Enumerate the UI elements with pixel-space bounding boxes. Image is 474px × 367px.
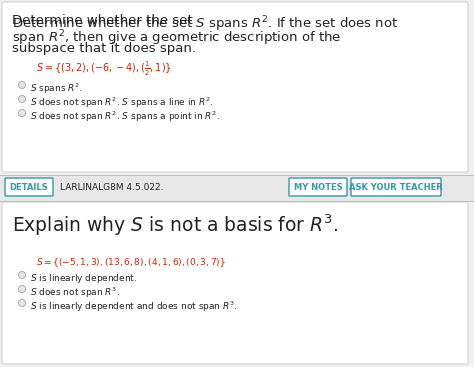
FancyBboxPatch shape xyxy=(351,178,441,196)
Text: span $R^2$, then give a geometric description of the: span $R^2$, then give a geometric descri… xyxy=(12,28,341,48)
Circle shape xyxy=(18,299,26,306)
Text: $S$ is linearly dependent.: $S$ is linearly dependent. xyxy=(30,272,137,285)
Circle shape xyxy=(18,81,26,88)
Text: ASK YOUR TEACHER: ASK YOUR TEACHER xyxy=(349,182,443,192)
Circle shape xyxy=(18,272,26,279)
Circle shape xyxy=(18,109,26,116)
Text: $S$ does not span $R^3$.: $S$ does not span $R^3$. xyxy=(30,286,120,301)
Text: LARLINALG8M 4.5.022.: LARLINALG8M 4.5.022. xyxy=(60,182,164,192)
Text: $S$ is linearly dependent and does not span $R^3$.: $S$ is linearly dependent and does not s… xyxy=(30,300,237,315)
FancyBboxPatch shape xyxy=(5,178,53,196)
Circle shape xyxy=(18,95,26,102)
Text: subspace that it does span.: subspace that it does span. xyxy=(12,42,196,55)
FancyBboxPatch shape xyxy=(0,175,474,201)
Text: MY NOTES: MY NOTES xyxy=(294,182,342,192)
Text: $S$ does not span $R^2$. $S$ spans a point in $R^2$.: $S$ does not span $R^2$. $S$ spans a poi… xyxy=(30,110,220,124)
Text: $S = \{(-5, 1, 3), (13, 6, 8), (4, 1, 6), (0, 3, 7)\}$: $S = \{(-5, 1, 3), (13, 6, 8), (4, 1, 6)… xyxy=(36,256,226,269)
Circle shape xyxy=(18,286,26,292)
FancyBboxPatch shape xyxy=(289,178,347,196)
Text: Determine whether the set: Determine whether the set xyxy=(12,14,197,27)
Text: DETAILS: DETAILS xyxy=(9,182,48,192)
Text: Explain why $S$ is not a basis for $R^3$.: Explain why $S$ is not a basis for $R^3$… xyxy=(12,212,339,237)
Text: $S = \{(3, 2), (-6, -4), (\frac{1}{2}, 1)\}$: $S = \{(3, 2), (-6, -4), (\frac{1}{2}, 1… xyxy=(36,60,172,78)
Text: $S$ does not span $R^2$. $S$ spans a line in $R^2$.: $S$ does not span $R^2$. $S$ spans a lin… xyxy=(30,96,213,110)
FancyBboxPatch shape xyxy=(2,202,468,364)
Text: $S$ spans $R^2$.: $S$ spans $R^2$. xyxy=(30,82,83,97)
Text: Determine whether the set $S$ spans $R^2$. If the set does not: Determine whether the set $S$ spans $R^2… xyxy=(12,14,399,34)
FancyBboxPatch shape xyxy=(2,2,468,172)
